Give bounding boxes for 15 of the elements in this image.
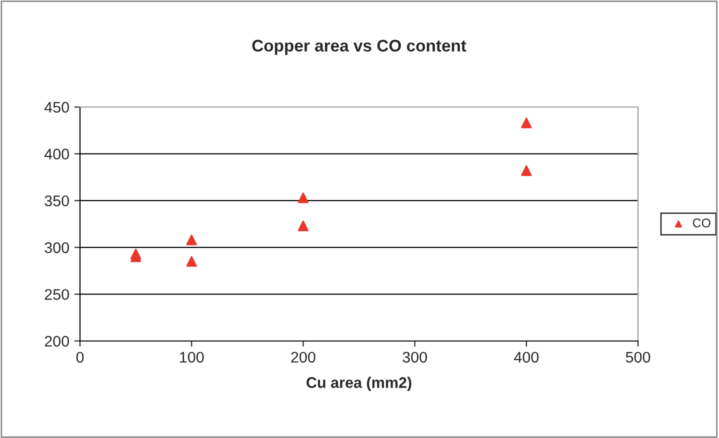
x-tick-label: 300 [402,352,427,363]
legend-label: CO [692,218,710,228]
y-tick-label: 350 [44,195,69,206]
y-tick-label: 200 [44,336,69,347]
x-tick-label: 200 [291,352,316,363]
x-tick-label: 500 [626,352,650,363]
x-axis-title: Cu area (mm2) [306,376,412,392]
y-tick-label: 400 [44,148,69,160]
y-tick-label: 300 [44,242,69,254]
x-tick-label: 100 [180,352,204,363]
x-tick-label: 400 [514,352,539,363]
x-tick-label: 0 [76,352,84,363]
y-tick-label: 450 [44,102,69,113]
y-tick-label: 250 [44,289,69,300]
chart-title: Copper area vs CO content [252,40,466,55]
